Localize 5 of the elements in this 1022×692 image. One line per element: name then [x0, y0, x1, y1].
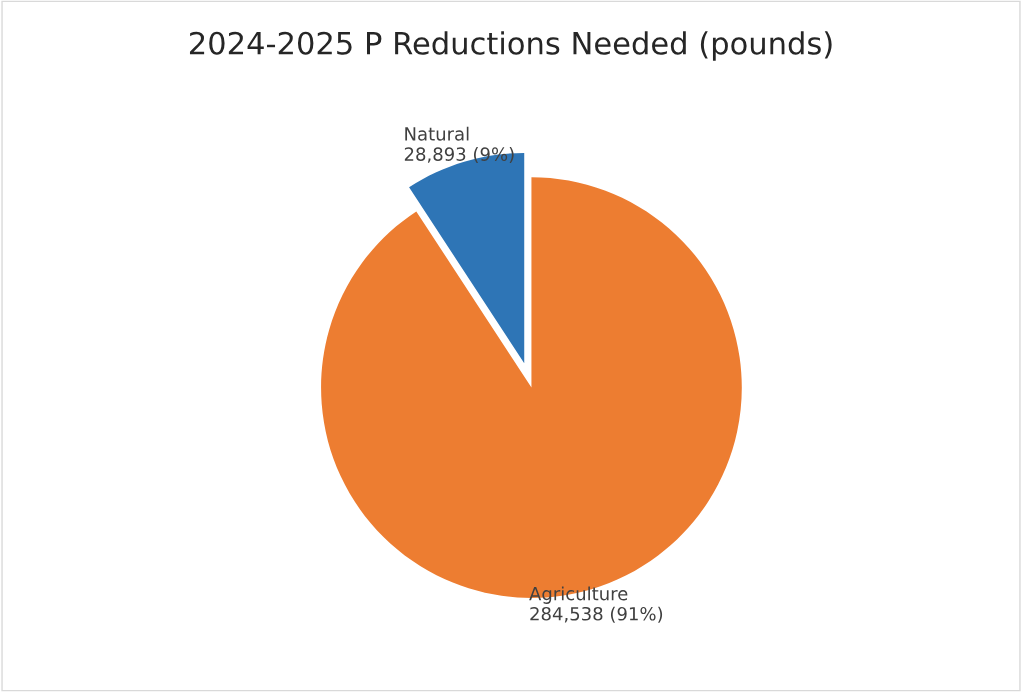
slice-label: Natural — [405, 126, 469, 141]
slice-label: Agriculture — [529, 586, 628, 604]
chart-title: 2024-2025 P Reductions Needed (pounds) — [189, 31, 832, 61]
data-label: 28,893 (9%) — [404, 146, 514, 164]
data-label: 284,538 (91%) — [530, 606, 663, 623]
